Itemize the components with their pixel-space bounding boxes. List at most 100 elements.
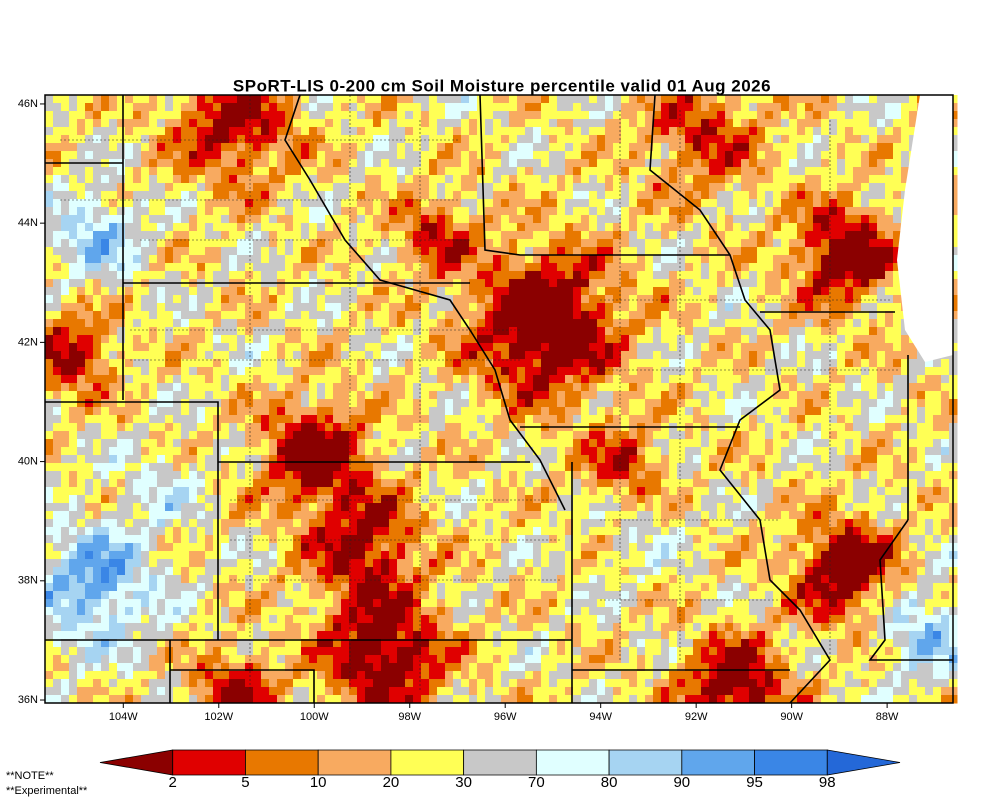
map-cell [541, 263, 550, 272]
map-cell [109, 239, 118, 248]
map-cell [93, 255, 102, 264]
map-cell [213, 255, 222, 264]
map-cell [629, 231, 638, 240]
map-cell [573, 143, 582, 152]
map-cell [869, 175, 878, 184]
map-cell [485, 439, 494, 448]
map-cell [389, 271, 398, 280]
map-cell [485, 327, 494, 336]
map-cell [269, 351, 278, 360]
map-cell [85, 279, 94, 288]
map-cell [749, 231, 758, 240]
map-cell [797, 319, 806, 328]
map-cell [93, 151, 102, 160]
map-cell [333, 207, 342, 216]
map-cell [901, 127, 910, 136]
map-cell [541, 367, 550, 376]
map-cell [869, 311, 878, 320]
map-cell [733, 199, 742, 208]
map-cell [189, 223, 198, 232]
map-cell [789, 151, 798, 160]
map-cell [613, 191, 622, 200]
map-cell [485, 119, 494, 128]
map-cell [589, 143, 598, 152]
map-cell [477, 383, 486, 392]
map-cell [597, 231, 606, 240]
map-cell [101, 287, 110, 296]
map-cell [573, 399, 582, 408]
map-cell [141, 199, 150, 208]
map-cell [605, 359, 614, 368]
map-cell [253, 335, 262, 344]
map-cell [525, 255, 534, 264]
map-cell [85, 351, 94, 360]
map-cell [421, 231, 430, 240]
map-cell [365, 135, 374, 144]
map-cell [885, 367, 894, 376]
map-cell [789, 175, 798, 184]
map-cell [77, 415, 86, 424]
map-cell [669, 399, 678, 408]
map-cell [301, 191, 310, 200]
map-cell [509, 287, 518, 296]
map-cell [277, 263, 286, 272]
map-cell [613, 319, 622, 328]
map-cell [149, 399, 158, 408]
map-cell [909, 343, 918, 352]
map-cell [757, 415, 766, 424]
map-cell [333, 327, 342, 336]
map-cell [117, 343, 126, 352]
map-cell [253, 391, 262, 400]
map-cell [493, 159, 502, 168]
map-cell [485, 127, 494, 136]
map-cell [141, 415, 150, 424]
map-cell [101, 271, 110, 280]
map-cell [117, 287, 126, 296]
map-cell [397, 327, 406, 336]
map-cell [525, 167, 534, 176]
map-cell [381, 319, 390, 328]
map-cell [61, 95, 70, 104]
map-cell [597, 183, 606, 192]
map-cell [133, 407, 142, 416]
map-cell [45, 215, 54, 224]
map-cell [925, 431, 934, 440]
map-cell [157, 415, 166, 424]
map-cell [821, 375, 830, 384]
map-cell [101, 175, 110, 184]
map-cell [333, 135, 342, 144]
map-cell [757, 407, 766, 416]
map-cell [85, 295, 94, 304]
map-cell [773, 119, 782, 128]
map-cell [493, 359, 502, 368]
map-cell [613, 111, 622, 120]
map-cell [877, 239, 886, 248]
map-cell [133, 159, 142, 168]
map-cell [853, 415, 862, 424]
map-cell [245, 431, 254, 440]
map-cell [77, 319, 86, 328]
map-cell [373, 319, 382, 328]
map-cell [445, 167, 454, 176]
map-cell [149, 159, 158, 168]
map-cell [293, 335, 302, 344]
map-cell [141, 295, 150, 304]
map-cell [573, 167, 582, 176]
map-cell [77, 119, 86, 128]
map-cell [357, 295, 366, 304]
map-cell [797, 375, 806, 384]
map-cell [165, 255, 174, 264]
map-cell [709, 295, 718, 304]
map-cell [469, 327, 478, 336]
map-cell [229, 215, 238, 224]
map-cell [53, 327, 62, 336]
map-cell [557, 319, 566, 328]
map-cell [861, 191, 870, 200]
map-cell [557, 431, 566, 440]
map-cell [845, 343, 854, 352]
map-cell [125, 231, 134, 240]
map-cell [629, 343, 638, 352]
map-cell [589, 255, 598, 264]
map-cell [589, 359, 598, 368]
map-cell [141, 391, 150, 400]
